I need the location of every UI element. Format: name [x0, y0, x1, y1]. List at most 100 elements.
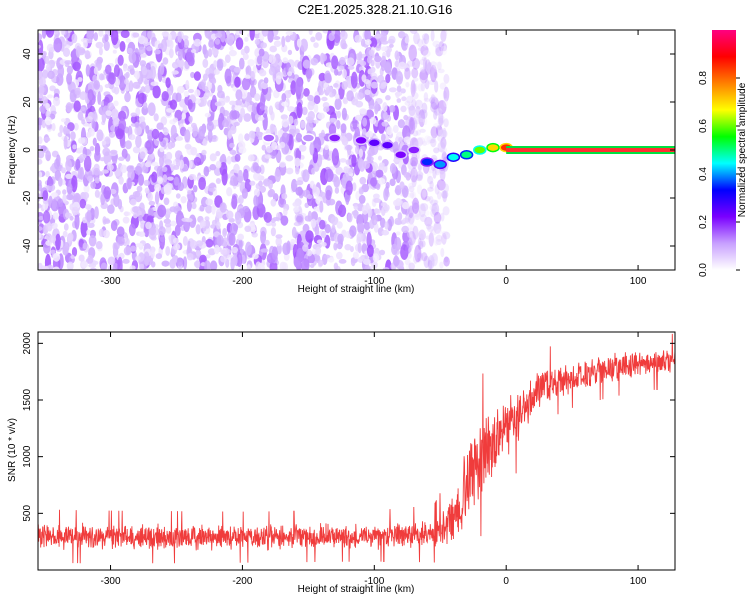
noise-blob [274, 168, 281, 183]
noise-blob [176, 85, 185, 94]
noise-blob [372, 253, 380, 263]
noise-blob [411, 99, 417, 108]
noise-blob [397, 119, 405, 129]
noise-blob [384, 221, 389, 230]
noise-blob [236, 252, 243, 267]
noise-blob [157, 43, 164, 50]
trace-point [380, 140, 395, 150]
noise-blob [300, 120, 306, 129]
noise-blob [164, 186, 172, 195]
noise-blob [281, 118, 289, 128]
noise-blob [134, 121, 140, 129]
spectrogram-ylabel: Frequency (Hz) [7, 116, 18, 185]
trace-point [393, 150, 408, 160]
noise-blob [209, 164, 217, 171]
noise-blob [426, 170, 432, 179]
trace-point [446, 152, 461, 162]
noise-blob [420, 45, 429, 56]
noise-blob [350, 257, 356, 267]
noise-blob [261, 30, 269, 37]
noise-blob [45, 102, 50, 111]
noise-blob [244, 178, 252, 193]
noise-blob [433, 211, 442, 224]
noise-blob [418, 163, 422, 172]
noise-blob [300, 258, 310, 270]
noise-blob [353, 205, 359, 210]
noise-blob [281, 101, 289, 107]
noise-blob [226, 210, 234, 220]
noise-blob [428, 232, 434, 247]
noise-blob [314, 223, 320, 237]
noise-blob [38, 33, 43, 41]
noise-blob [438, 110, 444, 127]
noise-blob [201, 149, 207, 156]
noise-blob [401, 96, 407, 102]
noise-blob [259, 185, 266, 193]
noise-blob [48, 235, 57, 243]
noise-blob [44, 116, 52, 126]
noise-blob [269, 123, 275, 134]
noise-blob [216, 59, 224, 71]
noise-blob [318, 132, 326, 137]
noise-blob [211, 48, 219, 56]
noise-blob [418, 203, 426, 218]
noise-blob [429, 61, 437, 68]
noise-blob [295, 132, 303, 143]
noise-blob [109, 149, 118, 155]
noise-blob [93, 66, 99, 75]
noise-blob [407, 158, 413, 170]
noise-blob [430, 228, 438, 236]
noise-blob [85, 64, 91, 77]
colorbar-label: Normalized spectral amplitude [737, 82, 748, 217]
noise-blob [151, 161, 159, 167]
noise-blob [194, 89, 201, 97]
noise-blob [72, 61, 81, 72]
noise-blob [381, 133, 386, 143]
noise-blob [408, 182, 414, 190]
noise-blob [71, 33, 78, 44]
noise-blob [123, 211, 131, 217]
noise-blob [411, 200, 419, 205]
noise-blob [379, 84, 386, 89]
noise-blob [95, 41, 104, 49]
noise-blob [244, 74, 251, 79]
noise-blob [185, 218, 193, 223]
noise-blob [438, 129, 445, 137]
noise-blob [242, 205, 250, 213]
noise-blob [147, 30, 153, 39]
noise-blob [249, 30, 255, 41]
noise-blob [208, 39, 215, 48]
noise-blob [122, 216, 130, 224]
noise-blob [437, 141, 446, 153]
noise-blob [221, 168, 228, 186]
noise-blob [78, 137, 86, 144]
noise-blob [170, 220, 177, 227]
noise-blob [189, 239, 197, 249]
noise-blob [203, 49, 209, 59]
noise-blob [435, 238, 442, 246]
noise-blob [105, 64, 112, 75]
noise-blob [59, 124, 64, 134]
noise-blob [418, 109, 426, 128]
noise-blob [337, 233, 344, 244]
noise-blob [424, 197, 430, 202]
noise-blob [347, 65, 355, 70]
noise-blob [419, 59, 426, 65]
noise-blob [307, 94, 314, 102]
noise-blob [113, 64, 120, 77]
noise-blob [412, 202, 420, 214]
noise-blob [164, 222, 172, 228]
noise-blob [296, 102, 303, 119]
noise-blob [188, 115, 193, 123]
noise-blob [335, 243, 343, 249]
noise-blob [444, 255, 449, 263]
noise-blob [406, 95, 414, 104]
noise-blob [403, 114, 409, 121]
noise-blob [358, 194, 366, 204]
noise-blob [191, 202, 197, 210]
noise-blob [306, 249, 313, 257]
y-tick-label: -20 [22, 190, 33, 205]
noise-blob [157, 176, 164, 185]
noise-blob [405, 81, 410, 88]
noise-blob [223, 97, 230, 103]
